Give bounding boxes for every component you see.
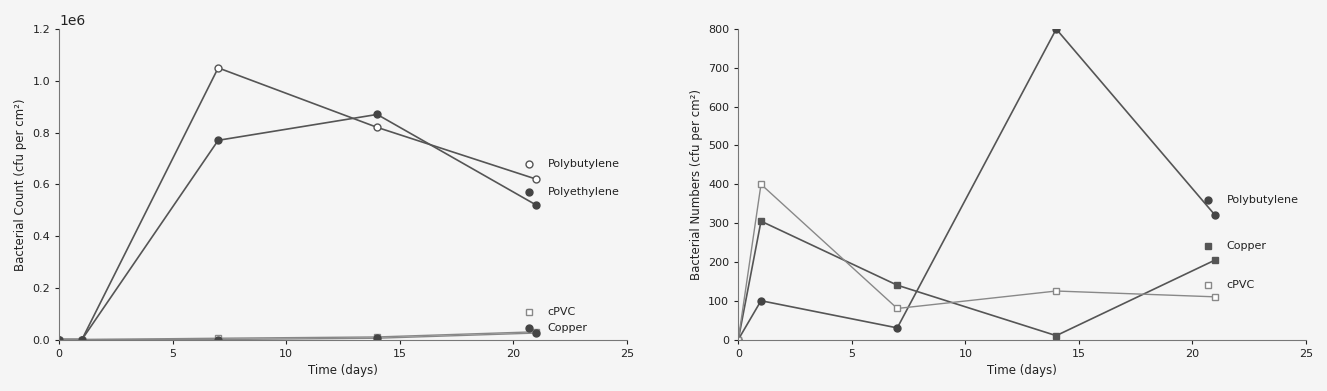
- Y-axis label: Bacterial Count (cfu per cm²): Bacterial Count (cfu per cm²): [13, 98, 27, 271]
- Text: cPVC: cPVC: [1226, 280, 1255, 290]
- Text: Polyethylene: Polyethylene: [548, 187, 620, 197]
- X-axis label: Time (days): Time (days): [987, 364, 1058, 377]
- Text: Copper: Copper: [1226, 241, 1266, 251]
- Text: cPVC: cPVC: [548, 307, 576, 317]
- Text: Polybutylene: Polybutylene: [548, 159, 620, 169]
- Y-axis label: Bacterial Numbers (cfu per cm²): Bacterial Numbers (cfu per cm²): [690, 89, 702, 280]
- Text: Copper: Copper: [548, 323, 588, 333]
- Text: Polybutylene: Polybutylene: [1226, 195, 1299, 205]
- X-axis label: Time (days): Time (days): [308, 364, 378, 377]
